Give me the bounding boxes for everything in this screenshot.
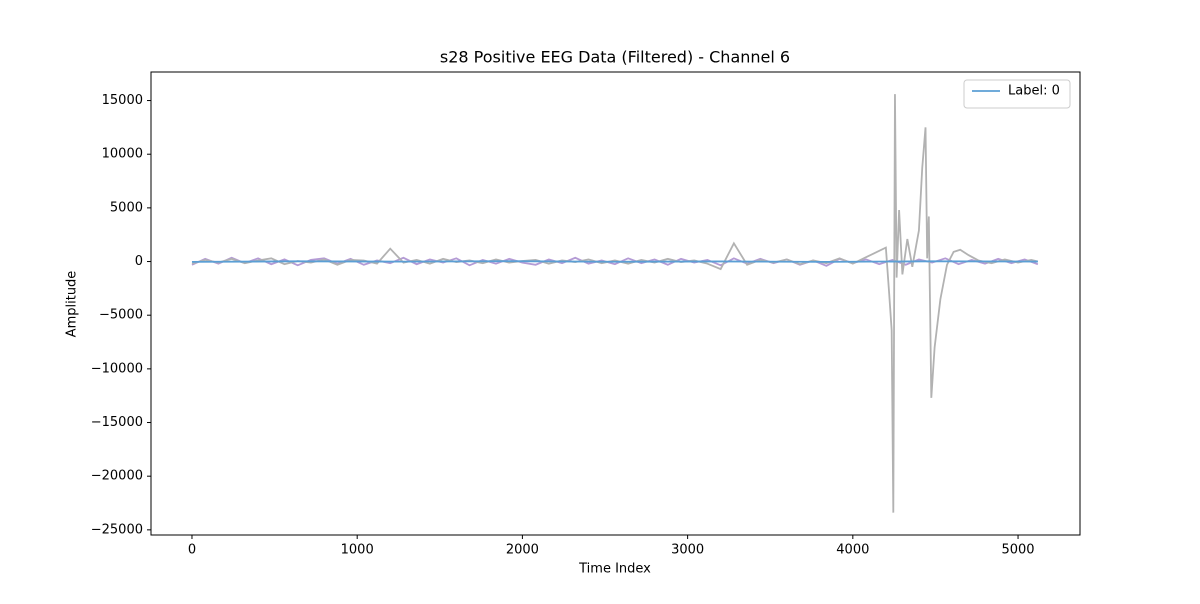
y-tick-label: −10000 bbox=[91, 361, 143, 376]
y-tick-label: −25000 bbox=[91, 522, 143, 537]
x-tick-label: 4000 bbox=[836, 543, 869, 558]
x-axis-label: Time Index bbox=[578, 562, 651, 577]
y-axis-label: Amplitude bbox=[65, 271, 80, 338]
legend-label: Label: 0 bbox=[1008, 84, 1060, 99]
x-tick-label: 0 bbox=[188, 543, 196, 558]
y-tick-label: 5000 bbox=[110, 200, 143, 215]
y-tick-label: −20000 bbox=[91, 469, 143, 484]
x-tick-label: 5000 bbox=[1001, 543, 1034, 558]
y-tick-label: −15000 bbox=[91, 415, 143, 430]
legend-box bbox=[963, 79, 1071, 109]
legend: Label: 0 bbox=[963, 79, 1071, 109]
y-tick-label: 10000 bbox=[102, 147, 143, 162]
y-tick-label: 15000 bbox=[102, 93, 143, 108]
x-tick-label: 2000 bbox=[506, 543, 539, 558]
x-tick-label: 1000 bbox=[341, 543, 374, 558]
plot-frame bbox=[150, 71, 1081, 536]
series-line bbox=[191, 260, 1038, 263]
y-tick-label: −5000 bbox=[99, 308, 143, 323]
chart-title: s28 Positive EEG Data (Filtered) - Chann… bbox=[440, 48, 790, 67]
y-tick-label: 0 bbox=[135, 254, 143, 269]
series-line bbox=[191, 94, 1039, 513]
x-tick-label: 3000 bbox=[671, 543, 704, 558]
